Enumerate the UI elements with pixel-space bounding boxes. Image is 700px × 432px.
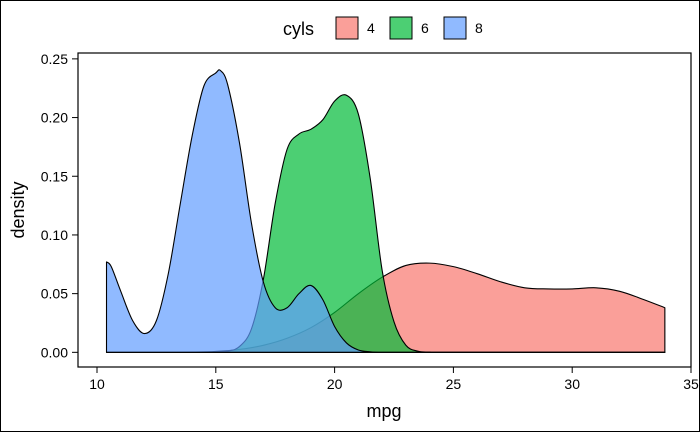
y-tick-label: 0.10: [41, 227, 68, 243]
legend-item-6: 6: [389, 16, 429, 40]
x-tick-label: 15: [208, 376, 224, 392]
density-areas: [105, 69, 666, 353]
legend-swatch: [443, 16, 467, 40]
legend-label: 4: [367, 20, 375, 36]
density-area-8: [105, 69, 666, 353]
x-tick-label: 10: [89, 376, 105, 392]
x-tick-label: 35: [683, 376, 699, 392]
legend: cyls 4 6 8: [283, 16, 483, 40]
x-tick-label: 25: [446, 376, 462, 392]
y-axis-title: density: [8, 181, 28, 238]
y-tick-label: 0.00: [41, 344, 68, 360]
x-axis: 10 15 20 25 30 35: [89, 366, 699, 392]
y-tick-label: 0.05: [41, 286, 68, 302]
legend-item-4: 4: [335, 16, 375, 40]
legend-swatch: [389, 16, 413, 40]
legend-title: cyls: [283, 19, 314, 39]
x-tick-label: 30: [564, 376, 580, 392]
y-axis: 0.00 0.05 0.10 0.15 0.20 0.25: [41, 51, 79, 360]
legend-swatch: [335, 16, 359, 40]
legend-label: 8: [475, 20, 483, 36]
y-tick-label: 0.15: [41, 168, 68, 184]
x-tick-label: 20: [327, 376, 343, 392]
y-tick-label: 0.25: [41, 51, 68, 67]
legend-label: 6: [421, 20, 429, 36]
y-tick-label: 0.20: [41, 110, 68, 126]
legend-item-8: 8: [443, 16, 483, 40]
x-axis-title: mpg: [366, 401, 401, 421]
